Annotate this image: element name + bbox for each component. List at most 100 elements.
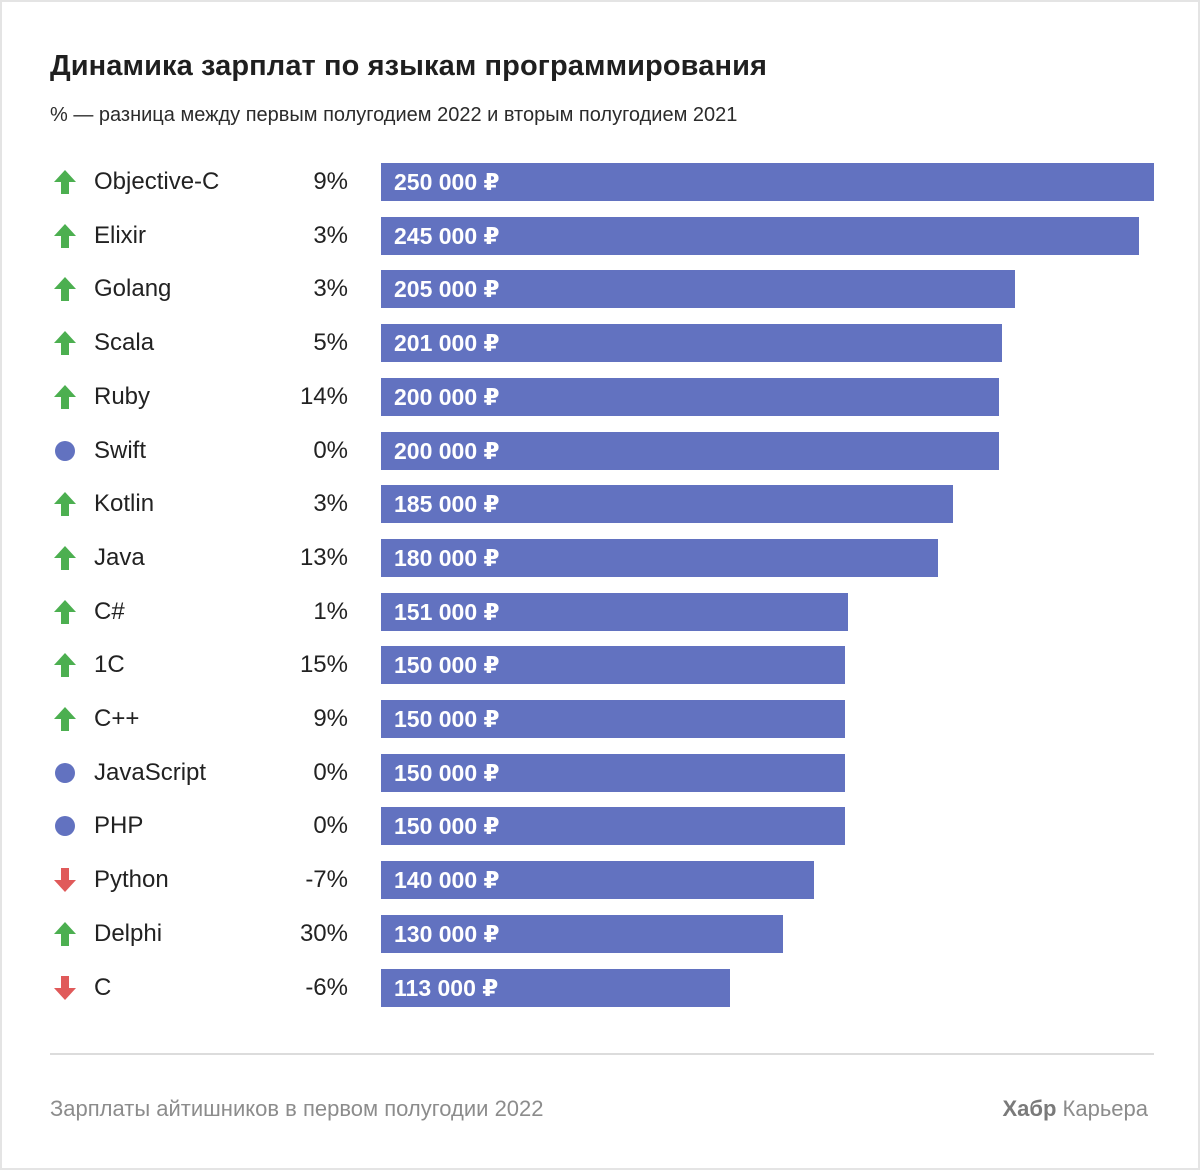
language-label: Scala <box>94 329 155 357</box>
salary-bar <box>381 968 730 1007</box>
change-percent: 5% <box>313 329 348 357</box>
language-label: Swift <box>94 436 147 464</box>
bar-row: C++ 9% 150 000 ₽ <box>2 700 1200 738</box>
change-percent: 13% <box>299 543 348 571</box>
language-label: 1C <box>94 651 125 679</box>
salary-bar <box>381 592 848 631</box>
salary-value-label: 150 000 ₽ <box>394 706 500 732</box>
brand-suffix: Карьера <box>1062 1096 1148 1121</box>
bar-row: Golang 3% 205 000 ₽ <box>2 270 1200 309</box>
language-label: Ruby <box>94 382 151 410</box>
bar-row: Python -7% 140 000 ₽ <box>2 861 1200 900</box>
salary-bar <box>381 431 999 470</box>
salary-bar <box>381 700 845 738</box>
salary-bar <box>381 807 845 846</box>
salary-value-label: 245 000 ₽ <box>394 222 500 249</box>
change-percent: 30% <box>299 919 348 947</box>
bar-row: Scala 5% 201 000 ₽ <box>2 324 1200 363</box>
bar-row: C -6% 113 000 ₽ <box>2 968 1200 1007</box>
change-percent: 3% <box>313 275 348 303</box>
arrow-up-icon <box>52 652 78 678</box>
arrow-up-icon <box>52 330 78 356</box>
language-label: C# <box>94 597 125 625</box>
salary-value-label: 201 000 ₽ <box>394 330 500 357</box>
dot-icon <box>52 760 78 786</box>
chart-title: Динамика зарплат по языкам программирова… <box>50 50 768 82</box>
salary-value-label: 151 000 ₽ <box>394 598 500 625</box>
arrow-up-icon <box>52 491 78 517</box>
chart-subtitle: % — разница между первым полугодием 2022… <box>50 104 738 126</box>
salary-bar <box>381 914 783 953</box>
salary-value-label: 130 000 ₽ <box>394 920 500 947</box>
arrow-up-icon <box>52 276 78 302</box>
bar-row: Elixir 3% 245 000 ₽ <box>2 216 1200 255</box>
bar-row: PHP 0% 150 000 ₽ <box>2 807 1200 846</box>
salary-value-label: 200 000 ₽ <box>394 437 500 464</box>
bar-row: Swift 0% 200 000 ₽ <box>2 431 1200 470</box>
bar-row: JavaScript 0% 150 000 ₽ <box>2 753 1200 792</box>
bar-row: Ruby 14% 200 000 ₽ <box>2 377 1200 416</box>
salary-bar <box>381 485 953 524</box>
arrow-down-icon <box>52 867 78 893</box>
arrow-up-icon <box>52 706 78 732</box>
arrow-up-icon <box>52 921 78 947</box>
change-percent: 0% <box>313 436 348 464</box>
salary-value-label: 185 000 ₽ <box>394 491 500 518</box>
bar-row: C# 1% 151 000 ₽ <box>2 592 1200 631</box>
arrow-up-icon <box>52 545 78 571</box>
change-percent: -7% <box>305 866 348 894</box>
brand-name: Хабр <box>1002 1096 1057 1121</box>
language-label: JavaScript <box>94 758 207 786</box>
language-label: Objective-C <box>94 168 220 195</box>
salary-bar <box>381 324 1002 363</box>
salary-bar <box>381 377 999 416</box>
dot-icon <box>52 438 78 464</box>
footer-divider <box>50 1053 1154 1055</box>
language-label: C++ <box>94 705 140 732</box>
bar-row: Java 13% 180 000 ₽ <box>2 538 1200 577</box>
salary-bar <box>381 216 1139 255</box>
bar-row: Kotlin 3% 185 000 ₽ <box>2 485 1200 524</box>
footer-brand: Хабр Карьера <box>1002 1096 1148 1122</box>
change-percent: 0% <box>313 812 348 840</box>
footer-source: Зарплаты айтишников в первом полугодии 2… <box>50 1096 544 1121</box>
language-label: Elixir <box>94 221 146 249</box>
bar-row: Delphi 30% 130 000 ₽ <box>2 914 1200 953</box>
salary-bar <box>381 646 845 685</box>
change-percent: 1% <box>313 597 348 625</box>
salary-bar <box>381 861 814 900</box>
language-label: C <box>94 973 112 1001</box>
salary-bar <box>381 270 1015 309</box>
change-percent: 0% <box>313 758 348 786</box>
change-percent: 3% <box>313 490 348 518</box>
salary-bar <box>381 163 1154 201</box>
salary-value-label: 200 000 ₽ <box>394 383 500 410</box>
language-label: Golang <box>94 275 172 303</box>
bar-row: 1C 15% 150 000 ₽ <box>2 646 1200 685</box>
change-percent: -6% <box>305 973 348 1001</box>
salary-value-label: 205 000 ₽ <box>394 276 500 303</box>
arrow-up-icon <box>52 223 78 249</box>
arrow-up-icon <box>52 384 78 410</box>
language-label: PHP <box>94 812 144 840</box>
change-percent: 9% <box>313 705 348 732</box>
salary-value-label: 250 000 ₽ <box>394 169 500 195</box>
salary-value-label: 140 000 ₽ <box>394 867 500 894</box>
change-percent: 14% <box>299 382 348 410</box>
arrow-up-icon <box>52 169 78 195</box>
language-label: Java <box>94 543 145 571</box>
salary-bar <box>381 753 845 792</box>
salary-value-label: 150 000 ₽ <box>394 813 500 840</box>
salary-value-label: 180 000 ₽ <box>394 544 500 571</box>
language-label: Kotlin <box>94 490 155 518</box>
language-label: Delphi <box>94 919 163 947</box>
change-percent: 15% <box>299 651 348 679</box>
salary-bar <box>381 538 938 577</box>
change-percent: 9% <box>313 168 348 195</box>
language-label: Python <box>94 866 169 894</box>
salary-value-label: 150 000 ₽ <box>394 652 500 679</box>
arrow-up-icon <box>52 599 78 625</box>
salary-value-label: 150 000 ₽ <box>394 759 500 786</box>
bar-row: Objective-C 9% 250 000 ₽ <box>2 163 1200 201</box>
